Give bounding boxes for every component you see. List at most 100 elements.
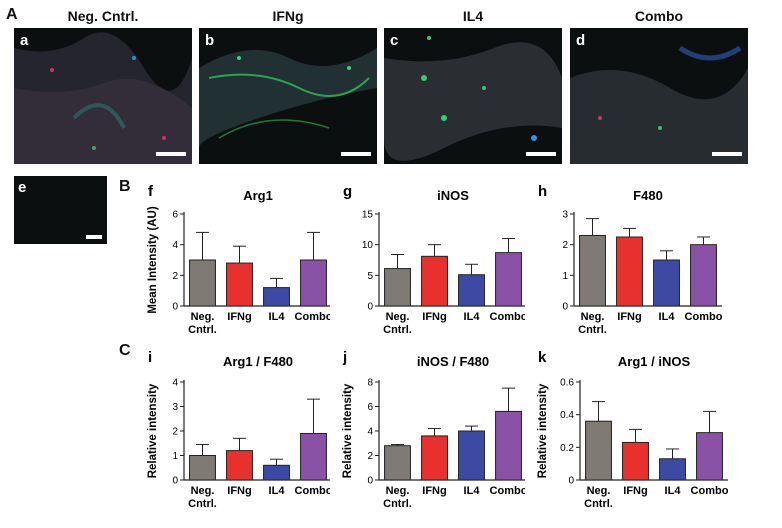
y-tick-label: 2: [367, 451, 373, 462]
scale-bar: [526, 152, 556, 156]
micrograph-neg-texture: [14, 32, 192, 164]
chart-title: Arg1 / F480: [223, 354, 293, 369]
x-tick-label: Combo: [295, 311, 330, 323]
y-tick-label: 0.4: [560, 410, 574, 421]
x-tick-label: Combo: [691, 485, 729, 497]
panel-letter-g: g: [343, 183, 352, 200]
chart-title: iNOS / F480: [417, 354, 489, 369]
y-tick-label: 6: [367, 402, 373, 413]
y-tick-label: 15: [362, 210, 374, 221]
y-tick-label: 2: [172, 427, 178, 438]
chart-title: Arg1 / iNOS: [618, 354, 691, 369]
panel-letter-e: e: [18, 179, 27, 196]
chart-inos: g iNOS 0 5 10 15 Neg. Cntrl. IFNg IL4 Combo: [343, 183, 525, 336]
panel-title-il4: IL4: [462, 8, 484, 24]
bar-neg-cntrl: [189, 259, 216, 307]
panel-letter-j: j: [342, 349, 347, 366]
y-tick-label: 0: [172, 476, 178, 487]
bar-ifng: [421, 435, 448, 481]
x-tick-label: Neg. Cntrl.: [383, 311, 412, 336]
bar-ifng: [421, 255, 448, 307]
y-tick-label: 1: [172, 451, 178, 462]
y-tick-label: 1: [562, 271, 568, 282]
bar-combo: [495, 252, 522, 307]
scale-bar: [156, 152, 186, 156]
x-tick-label: IL4: [464, 311, 481, 323]
micrograph-il4: c: [384, 28, 562, 164]
x-tick-label: IFNg: [422, 485, 446, 497]
y-tick-label: 6: [172, 210, 178, 221]
bar-il4: [263, 287, 290, 307]
bar-ifng: [226, 450, 253, 481]
panel-title-combo: Combo: [634, 8, 684, 24]
x-tick-label: Combo: [490, 485, 525, 497]
x-tick-label: Neg. Cntrl.: [578, 311, 607, 336]
y-tick-label: 5: [367, 271, 373, 282]
bar-il4: [458, 274, 485, 307]
bar-il4: [659, 458, 686, 481]
x-tick-label: IFNg: [422, 311, 446, 323]
panel-letter-c: c: [390, 32, 399, 49]
panel-letter-b: b: [205, 32, 215, 49]
bar-neg-cntrl: [579, 234, 606, 307]
bar-il4: [458, 430, 485, 481]
x-tick-label: Neg. Cntrl.: [383, 485, 412, 510]
y-tick-label: 4: [172, 240, 178, 251]
panel-letter-d: d: [576, 32, 586, 49]
chart-title: iNOS: [437, 188, 469, 203]
micrograph-ifng: b: [199, 28, 377, 164]
bar-neg-cntrl: [189, 455, 216, 481]
bar-neg-cntrl: [384, 445, 411, 481]
x-tick-label: Combo: [490, 311, 525, 323]
chart-inos-f480: j iNOS / F480 Relative intensity 0 2 4 6 8 Neg. C…: [342, 349, 525, 510]
panel-title-neg: Neg. Cntrl.: [67, 8, 139, 24]
micrograph-control: e: [14, 176, 107, 244]
y-tick-label: 0: [367, 302, 373, 313]
panel-letter-a: a: [20, 32, 29, 49]
chart-arg1-inos: k Arg1 / iNOS Relative intensity 0 0.2 0.4 0.6…: [537, 349, 729, 510]
x-tick-label: Neg. Cntrl.: [188, 485, 217, 510]
y-axis-label: Relative intensity: [342, 383, 354, 478]
y-tick-label: 2: [172, 271, 178, 282]
y-tick-label: 0.2: [560, 443, 574, 454]
scale-bar: [86, 235, 102, 239]
bar-ifng: [226, 262, 253, 307]
y-axis-label: Relative intensity: [537, 383, 549, 478]
panel-letter-f: f: [148, 183, 154, 200]
micrograph-combo-texture: [570, 45, 748, 164]
bar-combo: [690, 244, 717, 307]
section-label-c: C: [119, 342, 131, 359]
chart-title: F480: [633, 188, 663, 203]
bar-neg-cntrl: [384, 268, 411, 307]
scale-bar: [341, 152, 371, 156]
bar-il4: [263, 464, 290, 481]
bar-il4: [653, 259, 680, 307]
y-tick-label: 0: [562, 302, 568, 313]
y-tick-label: 0: [172, 302, 178, 313]
x-tick-label: IL4: [269, 311, 286, 323]
micrograph-ifng-texture: [199, 48, 377, 148]
x-tick-label: IL4: [464, 485, 481, 497]
y-tick-label: 3: [172, 402, 178, 413]
panel-letter-i: i: [148, 349, 152, 366]
chart-arg1: f Arg1 Mean Intensity (AU) 0 2 4 6 Neg. Cntrl. IF…: [147, 183, 330, 336]
chart-arg1-f480: i Arg1 / F480 Relative intensity 0 1 2 3 4 Neg. C…: [147, 349, 330, 510]
y-tick-label: 0: [367, 476, 373, 487]
section-label-b: B: [119, 178, 131, 195]
y-tick-label: 3: [562, 210, 568, 221]
x-tick-label: IFNg: [227, 311, 251, 323]
bar-combo: [300, 432, 327, 481]
chart-title: Arg1: [243, 188, 273, 203]
y-tick-label: 4: [367, 427, 373, 438]
bar-neg-cntrl: [585, 420, 612, 481]
x-tick-label: IL4: [269, 485, 286, 497]
x-tick-label: IFNg: [623, 485, 647, 497]
x-tick-label: Neg. Cntrl.: [188, 311, 217, 336]
bar-combo: [300, 259, 327, 307]
micrograph-il4-texture: [384, 36, 562, 161]
x-tick-label: IFNg: [617, 311, 641, 323]
micrograph-neg-cntrl: a: [14, 28, 192, 164]
x-tick-label: IL4: [659, 311, 676, 323]
x-tick-label: Combo: [295, 485, 330, 497]
x-tick-label: Combo: [685, 311, 723, 323]
